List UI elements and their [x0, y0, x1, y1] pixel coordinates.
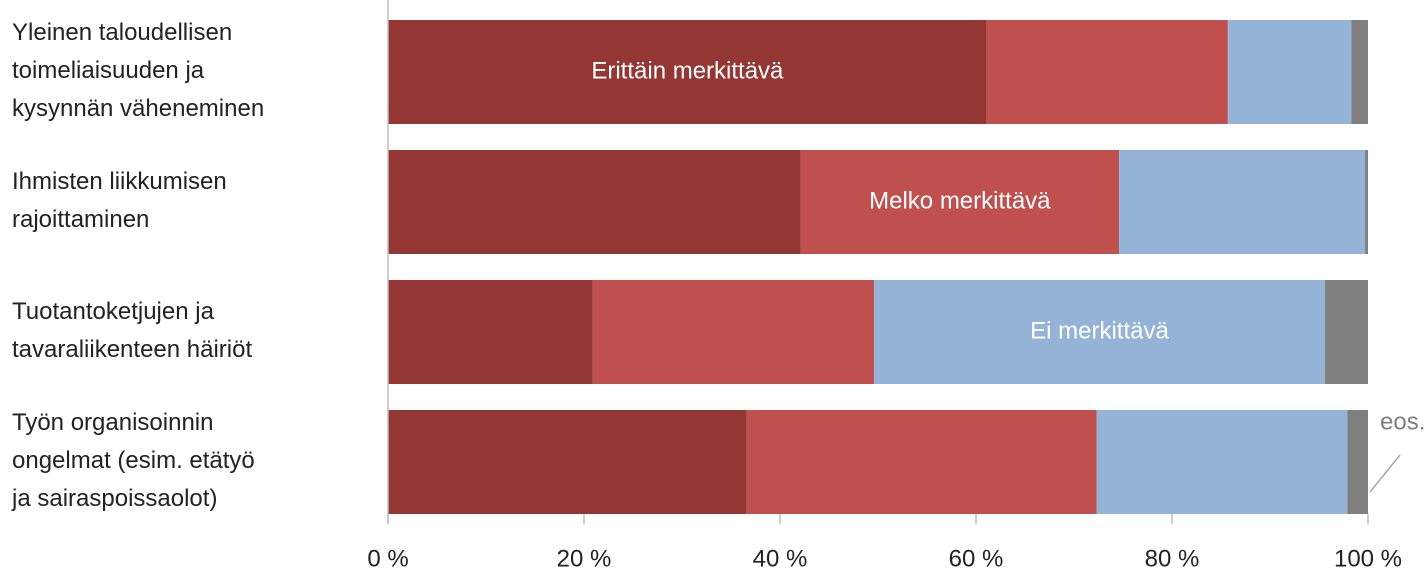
bar-segment: [592, 280, 875, 384]
x-tick-label: 40 %: [753, 545, 808, 572]
x-tick-label: 60 %: [949, 545, 1004, 572]
category-label: Tuotantoketjujen ja tavaraliikenteen häir…: [12, 298, 252, 363]
category-label: Ihmisten liikkumisen rajoittaminen: [12, 168, 227, 233]
bar-segment: [986, 20, 1228, 124]
bar-segment: [1351, 20, 1368, 124]
bar-segment: [746, 410, 1097, 514]
bar-segment: [388, 150, 801, 254]
x-tick-label: 80 %: [1145, 545, 1200, 572]
category-label: Työn organisoinnin ongelmat (esim. etätyö…: [11, 409, 255, 512]
series-label: Melko merkittävä: [869, 187, 1051, 214]
bar-segment: [388, 20, 987, 124]
bar-segment: [800, 150, 1120, 254]
bar-segment: [1227, 20, 1352, 124]
bar-segment: [1324, 280, 1368, 384]
bar-segment: [874, 280, 1325, 384]
series-label: Ei merkittävä: [1030, 317, 1169, 344]
bar-segment: [1119, 150, 1366, 254]
x-tick-label: 100 %: [1334, 545, 1402, 572]
category-label: Yleinen taloudellisen toimeliaisuuden ja k…: [12, 19, 264, 122]
bar-segment: [388, 280, 593, 384]
x-tick-label: 20 %: [557, 545, 612, 572]
series-label: eos.: [1380, 408, 1425, 435]
bar-segment: [1347, 410, 1368, 514]
bar-segment: [388, 410, 747, 514]
leader-line: [1369, 454, 1401, 493]
bar-segment: [1096, 410, 1348, 514]
x-tick-label: 0 %: [367, 545, 408, 572]
series-label: Erittäin merkittävä: [591, 57, 784, 84]
bar-segment: [1365, 150, 1368, 254]
